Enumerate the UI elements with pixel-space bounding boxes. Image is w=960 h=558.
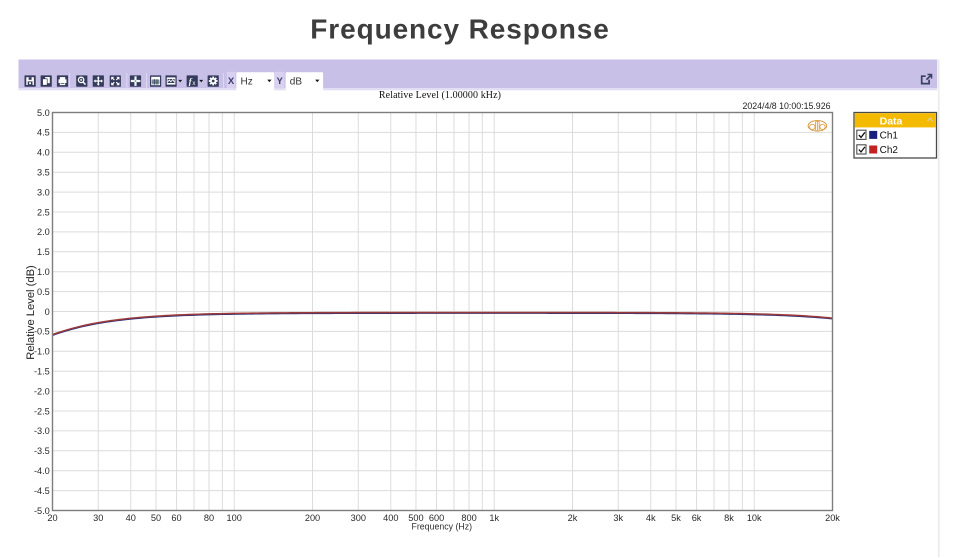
svg-text:Ch1: Ch1 [880, 130, 899, 141]
svg-text:2.5: 2.5 [37, 207, 50, 217]
svg-text:1.5: 1.5 [37, 247, 50, 257]
svg-text:-2.0: -2.0 [34, 386, 50, 396]
svg-text:-4.0: -4.0 [34, 466, 50, 476]
svg-text:1.0: 1.0 [37, 267, 50, 277]
svg-text:5k: 5k [671, 513, 681, 523]
svg-text:-2.5: -2.5 [34, 406, 50, 416]
svg-text:Frequency Response: Frequency Response [310, 13, 609, 44]
svg-text:3.0: 3.0 [37, 187, 50, 197]
svg-text:-1.0: -1.0 [34, 347, 50, 357]
svg-text:-3.0: -3.0 [34, 426, 50, 436]
svg-text:-4.5: -4.5 [34, 486, 50, 496]
svg-text:0.5: 0.5 [37, 287, 50, 297]
svg-text:600: 600 [429, 513, 444, 523]
svg-text:x: x [192, 81, 195, 87]
svg-text:Data: Data [880, 115, 903, 127]
svg-text:Relative Level (1.00000 kHz): Relative Level (1.00000 kHz) [379, 90, 501, 101]
svg-text:Relative Level (dB): Relative Level (dB) [25, 265, 37, 360]
svg-text:60: 60 [171, 513, 181, 523]
svg-text:4k: 4k [646, 513, 656, 523]
svg-text:0: 0 [45, 307, 50, 317]
svg-text:dB: dB [290, 76, 303, 87]
svg-text:2k: 2k [568, 513, 578, 523]
svg-text:3k: 3k [613, 513, 623, 523]
svg-text:Hz: Hz [241, 76, 253, 87]
svg-text:-0.5: -0.5 [34, 327, 50, 337]
svg-text:400: 400 [383, 513, 398, 523]
svg-text:800: 800 [461, 513, 476, 523]
svg-text:20: 20 [47, 513, 57, 523]
svg-text:300: 300 [351, 513, 366, 523]
svg-text:80: 80 [204, 513, 214, 523]
svg-text:20k: 20k [825, 513, 840, 523]
svg-text:200: 200 [305, 513, 320, 523]
svg-text:X: X [228, 76, 235, 87]
svg-text:6k: 6k [692, 513, 702, 523]
svg-text:f: f [189, 76, 193, 86]
svg-text:-5.0: -5.0 [34, 506, 50, 516]
svg-text:3.5: 3.5 [37, 168, 50, 178]
svg-text:30: 30 [93, 513, 103, 523]
svg-text:-1.5: -1.5 [34, 367, 50, 377]
svg-text:4.5: 4.5 [37, 128, 50, 138]
svg-text:4.0: 4.0 [37, 148, 50, 158]
svg-text:40: 40 [126, 513, 136, 523]
svg-text:2.0: 2.0 [37, 227, 50, 237]
svg-text:50: 50 [151, 513, 161, 523]
svg-text:Y: Y [277, 76, 284, 87]
svg-text:500: 500 [408, 513, 423, 523]
svg-text:Ch2: Ch2 [880, 145, 899, 156]
svg-text:8k: 8k [724, 513, 734, 523]
svg-text:5.0: 5.0 [37, 108, 50, 118]
svg-text:100: 100 [227, 513, 242, 523]
svg-text:Frequency (Hz): Frequency (Hz) [411, 522, 472, 532]
svg-text:10k: 10k [747, 513, 762, 523]
svg-text:2024/4/8 10:00:15.926: 2024/4/8 10:00:15.926 [742, 101, 830, 111]
svg-text:-3.5: -3.5 [34, 446, 50, 456]
svg-text:1k: 1k [489, 513, 499, 523]
